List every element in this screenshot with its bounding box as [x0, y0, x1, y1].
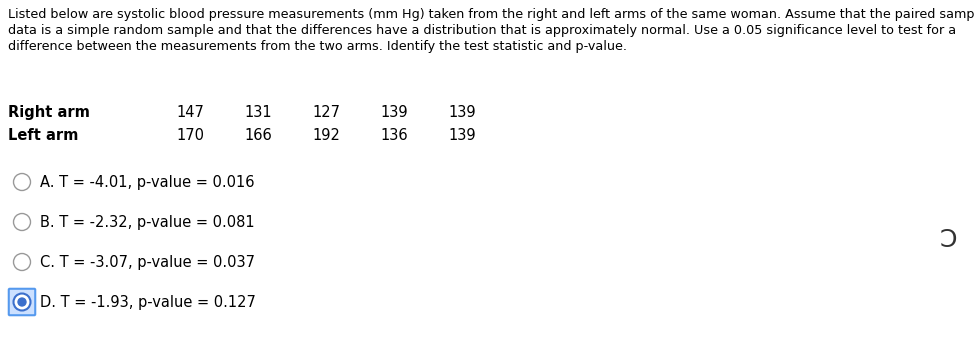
Text: Ɔ: Ɔ	[939, 228, 956, 252]
Text: 131: 131	[244, 105, 272, 120]
Text: 136: 136	[380, 128, 408, 143]
Text: A. T = -4.01, p-value = 0.016: A. T = -4.01, p-value = 0.016	[40, 174, 254, 189]
Circle shape	[14, 253, 30, 271]
Text: 139: 139	[448, 128, 476, 143]
Circle shape	[14, 214, 30, 230]
Text: D. T = -1.93, p-value = 0.127: D. T = -1.93, p-value = 0.127	[40, 294, 255, 309]
Circle shape	[18, 297, 26, 307]
Text: difference between the measurements from the two arms. Identify the test statist: difference between the measurements from…	[8, 40, 627, 53]
Text: Listed below are systolic blood pressure measurements (mm Hg) taken from the rig: Listed below are systolic blood pressure…	[8, 8, 975, 21]
Text: 192: 192	[312, 128, 340, 143]
Text: 139: 139	[448, 105, 476, 120]
Circle shape	[14, 173, 30, 190]
Text: 127: 127	[312, 105, 340, 120]
Text: C. T = -3.07, p-value = 0.037: C. T = -3.07, p-value = 0.037	[40, 255, 255, 269]
FancyBboxPatch shape	[9, 289, 35, 315]
Text: data is a simple random sample and that the differences have a distribution that: data is a simple random sample and that …	[8, 24, 956, 37]
Circle shape	[14, 293, 30, 310]
Text: 139: 139	[380, 105, 408, 120]
Text: 147: 147	[176, 105, 204, 120]
Text: Left arm: Left arm	[8, 128, 78, 143]
Text: 170: 170	[176, 128, 204, 143]
Text: Right arm: Right arm	[8, 105, 90, 120]
Text: B. T = -2.32, p-value = 0.081: B. T = -2.32, p-value = 0.081	[40, 215, 254, 230]
Text: 166: 166	[244, 128, 272, 143]
